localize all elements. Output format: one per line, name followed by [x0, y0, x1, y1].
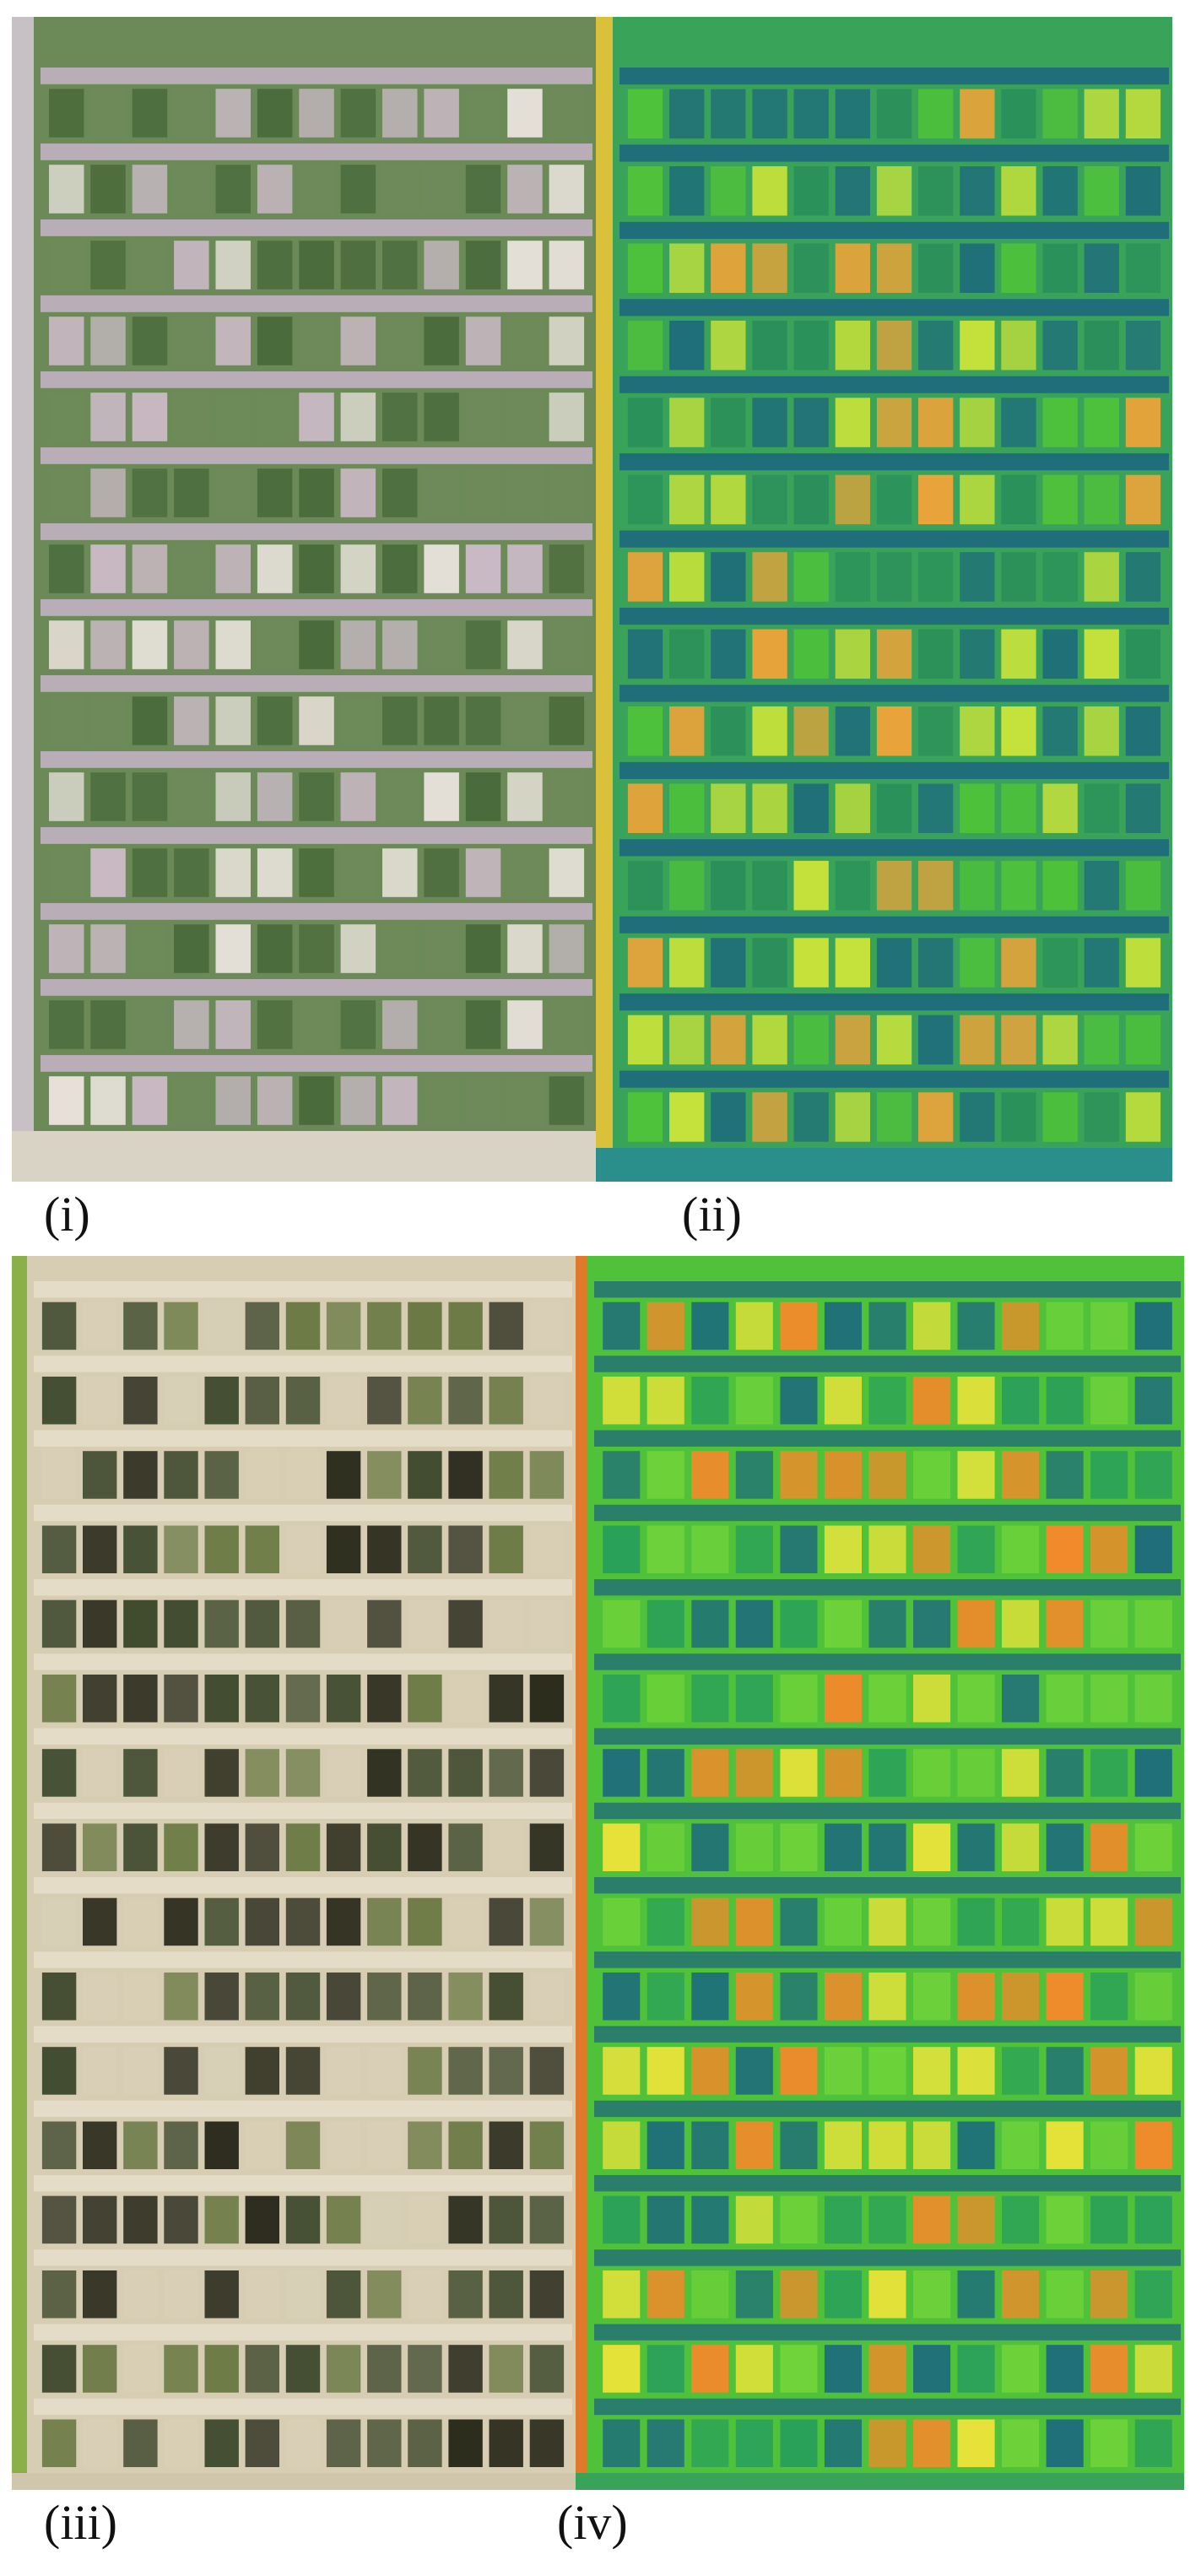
panel-label-iii: (iii): [44, 2495, 117, 2550]
panel-i-image: [12, 17, 596, 1182]
panel-iii-image: [12, 1256, 576, 2490]
panel-label-ii: (ii): [682, 1187, 742, 1242]
panel-iv-index-map: [576, 1256, 1184, 2490]
panel-ii-index-map: [596, 17, 1172, 1182]
panel-iv-image: [576, 1256, 1184, 2490]
panel-iii-rgb-aerial-image: [12, 1256, 576, 2490]
panel-label-iv: (iv): [557, 2495, 628, 2550]
panel-label-i: (i): [44, 1187, 90, 1242]
panel-ii-image: [596, 17, 1172, 1182]
panel-i-rgb-aerial-image: [12, 17, 596, 1182]
